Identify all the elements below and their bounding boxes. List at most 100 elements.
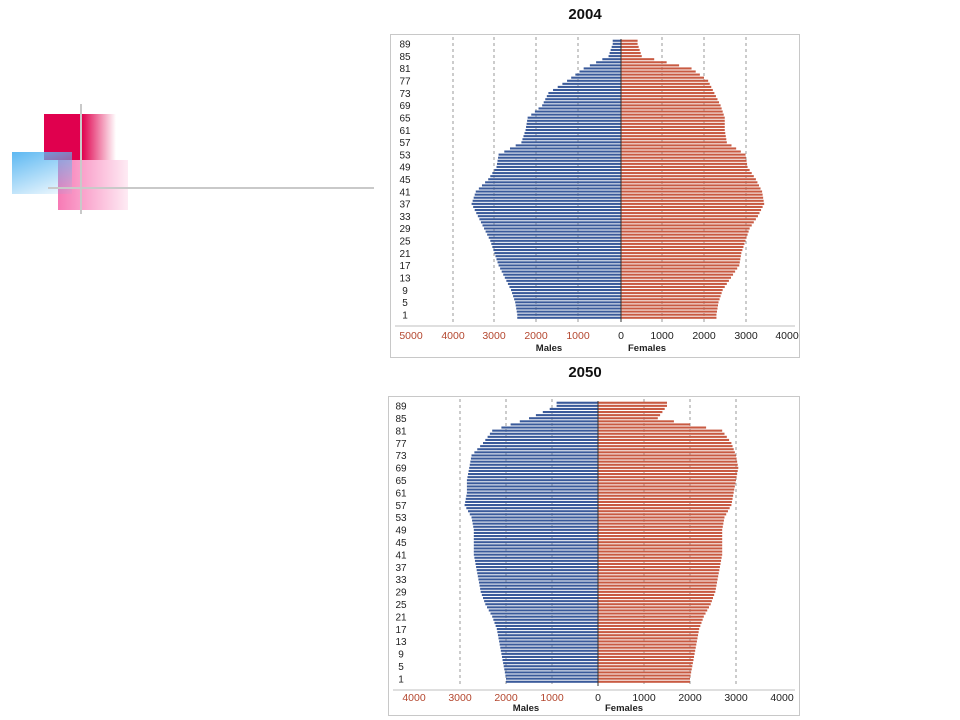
male-bar (611, 45, 621, 48)
male-bar (612, 39, 621, 42)
male-bar (466, 488, 598, 491)
male-bar (474, 559, 598, 562)
female-bar (598, 510, 728, 513)
male-tick-label: 1000 (566, 330, 590, 342)
male-bar (468, 469, 598, 472)
female-bar (598, 535, 723, 538)
male-bar (492, 245, 621, 249)
female-bar (598, 417, 658, 420)
male-bar (488, 609, 598, 612)
male-bar (505, 674, 598, 677)
female-bar (621, 208, 762, 212)
female-bar (621, 304, 719, 307)
male-bar (608, 55, 621, 58)
female-bar (621, 45, 639, 48)
male-bar (497, 159, 621, 162)
male-bar (469, 466, 598, 469)
male-bar (519, 420, 598, 423)
male-bar (557, 85, 621, 88)
age-label: 45 (399, 175, 411, 186)
female-bar (598, 674, 691, 677)
female-bar (621, 48, 640, 52)
female-bar (598, 426, 707, 429)
female-bar (598, 634, 699, 637)
male-bar (525, 128, 621, 132)
age-label: 53 (399, 150, 411, 161)
male-bar (515, 144, 621, 147)
female-bar (598, 581, 718, 584)
female-bar (621, 273, 734, 276)
male-bar (474, 556, 598, 559)
female-bar (621, 61, 667, 64)
female-bar (598, 473, 738, 476)
male-bar (497, 162, 621, 165)
male-bar (517, 316, 621, 319)
female-bar (621, 230, 749, 233)
male-bar (473, 531, 598, 534)
female-tick-label: 3000 (724, 692, 748, 704)
male-bar (480, 590, 598, 593)
female-bar (621, 215, 758, 218)
female-bar (598, 578, 718, 581)
male-bar (469, 513, 598, 516)
female-bar (621, 227, 750, 230)
age-label: 17 (399, 261, 411, 272)
age-label: 17 (395, 625, 407, 636)
male-bar (480, 221, 621, 224)
male-bar (476, 569, 598, 572)
male-bar (571, 76, 621, 79)
male-bar (501, 270, 621, 273)
female-bar (598, 528, 723, 531)
female-bar (621, 184, 759, 187)
female-bar (621, 98, 718, 101)
decor-vertical-line (80, 104, 82, 214)
female-bar (621, 267, 738, 270)
female-bar (621, 221, 754, 224)
females-axis-label: Females (628, 343, 666, 354)
female-bar (621, 276, 731, 279)
male-bar (491, 242, 621, 245)
female-bar (621, 239, 746, 242)
female-bar (598, 652, 695, 655)
male-bar (472, 199, 621, 202)
females-bars (621, 39, 765, 319)
population-pyramid-2050: 8985817773696561575349454137332925211713… (393, 399, 795, 714)
male-bar (609, 52, 621, 55)
male-bar (506, 677, 598, 680)
male-bar (470, 457, 598, 460)
male-bar (526, 125, 621, 128)
male-tick-label: 3000 (482, 330, 506, 342)
male-bar (562, 82, 621, 85)
male-bar (481, 184, 621, 187)
female-bar (598, 643, 697, 646)
male-bar (495, 624, 598, 627)
age-label: 45 (395, 538, 407, 549)
male-bar (497, 261, 621, 264)
female-bar (598, 466, 739, 469)
female-bar (621, 190, 763, 193)
age-label: 13 (399, 273, 411, 284)
age-label: 25 (399, 237, 411, 248)
female-bar (598, 590, 716, 593)
female-bar (598, 587, 716, 590)
male-bar (516, 310, 621, 313)
male-bar (469, 463, 598, 466)
male-bar (510, 423, 598, 426)
female-bar (598, 429, 723, 432)
male-bar (471, 516, 598, 519)
male-bar (553, 88, 621, 92)
male-bar (497, 634, 598, 637)
male-bar (473, 525, 598, 528)
age-label: 29 (399, 224, 411, 235)
female-bar (621, 119, 725, 122)
male-bar (485, 603, 598, 606)
female-bar (621, 125, 725, 128)
female-bar (621, 55, 642, 58)
female-bar (598, 420, 674, 423)
male-bar (498, 153, 621, 156)
age-label: 41 (399, 187, 411, 198)
male-bar (490, 175, 621, 178)
male-bar (493, 248, 621, 252)
males-axis-label: Males (513, 703, 539, 714)
female-bar (621, 52, 641, 55)
